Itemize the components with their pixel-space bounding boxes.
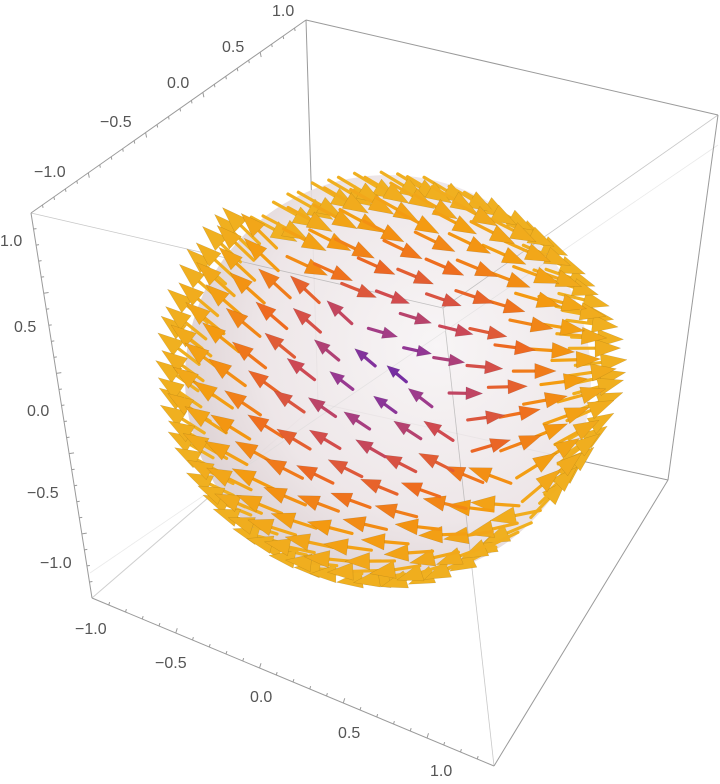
left-axis-tick-label: −0.5	[27, 485, 59, 502]
left-axis-tick-label: −1.0	[40, 555, 72, 572]
top-axis-tick-label: 0.0	[167, 75, 190, 92]
bottom-axis-tick-label: 0.0	[250, 689, 273, 706]
left-axis-tick-label: 1.0	[0, 233, 23, 250]
left-axis-tick-label: 0.0	[27, 403, 50, 420]
bottom-axis-tick-label: −1.0	[75, 621, 107, 638]
bottom-axis-tick-label: 0.5	[338, 725, 361, 742]
top-axis-tick-label: 0.5	[222, 39, 245, 56]
left-axis-tick-label: 0.5	[14, 319, 37, 336]
vector-arrows	[154, 170, 628, 589]
bottom-axis-tick-label: 1.0	[430, 763, 453, 780]
top-axis-tick-label: 1.0	[272, 3, 295, 20]
axis-ticks	[33, 27, 479, 760]
top-axis-tick-label: −0.5	[100, 114, 132, 131]
bottom-axis-tick-label: −0.5	[155, 655, 187, 672]
top-axis-tick-label: −1.0	[34, 164, 66, 181]
sphere-surface	[185, 175, 591, 581]
